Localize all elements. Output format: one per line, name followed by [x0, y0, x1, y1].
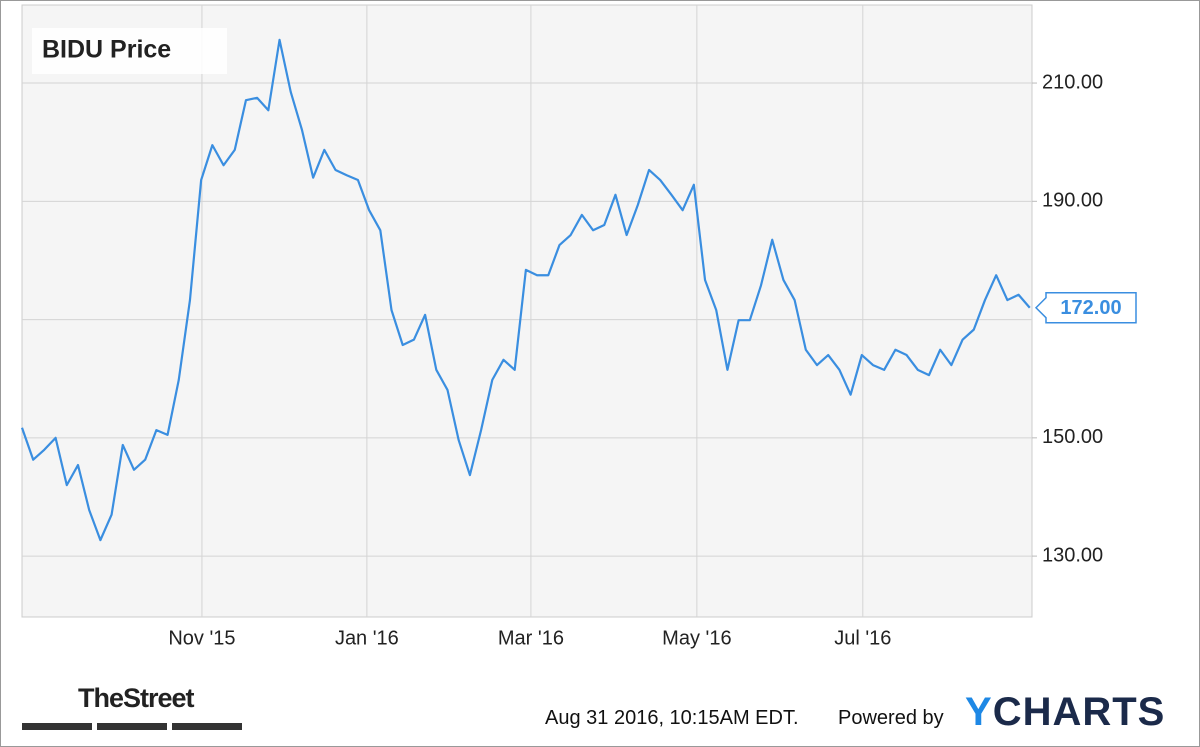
- last-value-label: 172.00: [1060, 297, 1121, 319]
- x-tick-label: Nov '15: [168, 627, 235, 649]
- price-line: [20, 38, 1031, 542]
- last-value-box: [1034, 291, 1137, 324]
- logo-bar: [22, 723, 92, 730]
- x-tick-label: Mar '16: [498, 627, 564, 649]
- brand: YCHARTS: [965, 690, 1166, 734]
- chart-title: BIDU Price: [42, 36, 171, 64]
- y-tick-label: 210.00: [1042, 71, 1103, 93]
- logo-bar: [97, 723, 167, 730]
- x-tick-label: May '16: [662, 627, 731, 649]
- x-tick-label: Jan '16: [335, 627, 399, 649]
- x-tick-label: Jul '16: [834, 627, 891, 649]
- timestamp: Aug 31 2016, 10:15AM EDT.: [545, 707, 799, 729]
- y-tick-label: 150.00: [1042, 426, 1103, 448]
- powered-by: Powered by: [838, 707, 944, 729]
- y-tick-label: 190.00: [1042, 190, 1103, 212]
- logo-bar: [172, 723, 242, 730]
- source-logo: TheStreet: [78, 683, 195, 713]
- plot-area: [21, 4, 1033, 618]
- title-box: [32, 28, 227, 74]
- y-tick-label: 130.00: [1042, 544, 1103, 566]
